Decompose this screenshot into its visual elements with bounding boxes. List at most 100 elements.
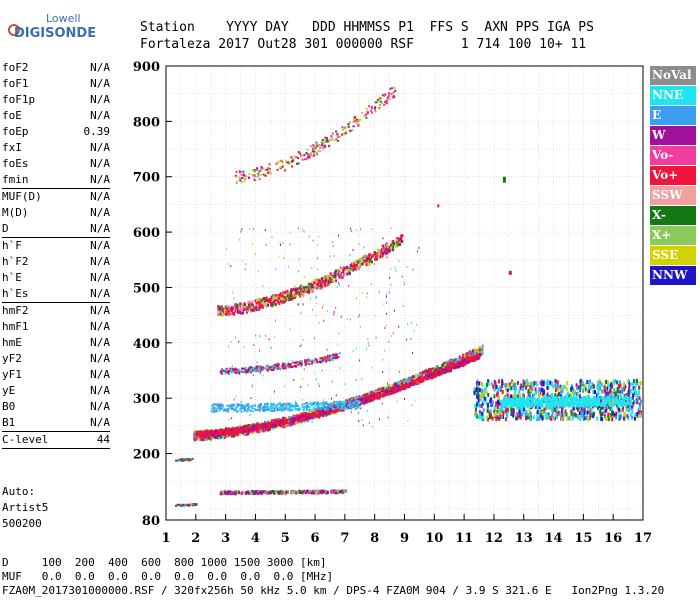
echo-point: [378, 255, 381, 259]
echo-point: [337, 272, 340, 276]
echo-point: [611, 413, 614, 418]
echo-point: [273, 490, 276, 494]
echo-point: [637, 396, 640, 401]
echo-point: [269, 300, 272, 304]
echo-point: [339, 135, 342, 138]
echo-point: [386, 312, 388, 315]
echo-point: [451, 358, 454, 362]
echo-point: [566, 416, 569, 421]
echo-point: [383, 303, 385, 306]
echo-point: [513, 389, 516, 394]
echo-point: [329, 138, 332, 141]
echo-point: [306, 284, 309, 288]
echo-point: [301, 343, 303, 346]
echo-point: [407, 322, 409, 325]
echo-point: [400, 237, 403, 241]
echo-point: [300, 385, 302, 388]
echo-point: [276, 168, 279, 171]
echo-point: [356, 407, 359, 410]
echo-point: [612, 411, 615, 416]
echo-point: [545, 406, 548, 411]
echo-point: [607, 404, 610, 409]
echo-point: [267, 425, 271, 429]
echo-point: [635, 382, 638, 387]
echo-point: [571, 416, 574, 421]
echo-point: [464, 354, 467, 358]
echo-point: [248, 301, 251, 305]
echo-point: [506, 414, 509, 419]
echo-point: [306, 406, 309, 409]
echo-point: [473, 412, 476, 417]
echo-point: [343, 405, 346, 408]
echo-point: [401, 234, 404, 238]
echo-point: [260, 166, 263, 169]
echo-point: [279, 402, 282, 405]
echo-point: [281, 297, 284, 301]
param-row: B0 N/A: [2, 400, 110, 413]
echo-point: [336, 132, 339, 135]
echo-point: [478, 404, 481, 409]
echo-point: [258, 301, 261, 305]
echo-point: [360, 260, 363, 264]
echo-point: [313, 337, 315, 340]
echo-point: [322, 303, 324, 306]
echo-point: [333, 254, 335, 257]
echo-point: [287, 365, 290, 368]
echo-point: [253, 343, 255, 346]
echo-point: [234, 408, 237, 411]
echo-point: [411, 351, 413, 354]
echo-point: [260, 428, 263, 432]
echo-point: [316, 489, 319, 493]
echo-point: [289, 404, 292, 407]
echo-point: [477, 350, 480, 354]
echo-point: [338, 269, 341, 273]
echo-point: [229, 490, 232, 494]
echo-point: [349, 406, 352, 409]
echo-point: [331, 407, 334, 410]
echo-point: [233, 297, 235, 300]
echo-point: [335, 404, 338, 407]
echo-point: [381, 387, 384, 391]
echo-point: [294, 288, 297, 292]
echo-point: [255, 409, 258, 412]
echo-point: [636, 400, 639, 405]
echo-point: [262, 367, 265, 370]
echo-point: [228, 405, 230, 408]
echo-point: [569, 392, 572, 397]
echo-point: [468, 350, 471, 354]
echo-point: [327, 357, 330, 360]
echo-point: [240, 371, 243, 374]
echo-point: [248, 307, 250, 310]
echo-point: [397, 243, 400, 247]
echo-point: [535, 390, 538, 395]
echo-point: [229, 370, 232, 373]
echo-point: [327, 359, 330, 362]
echo-point: [493, 409, 496, 414]
echo-point: [233, 404, 236, 407]
echo-point: [313, 491, 316, 495]
echo-point: [556, 414, 559, 419]
echo-point: [300, 289, 303, 293]
echo-point: [251, 169, 254, 172]
echo-point: [242, 311, 245, 315]
echo-point: [276, 367, 279, 370]
echo-point: [402, 305, 404, 308]
echo-point: [598, 379, 601, 384]
echo-point: [217, 311, 220, 315]
echo-point: [427, 369, 430, 373]
echo-point: [269, 298, 272, 302]
echo-point: [329, 402, 332, 405]
echo-point: [258, 303, 261, 307]
echo-point: [221, 305, 224, 309]
echo-point: [315, 296, 317, 299]
echo-point: [371, 390, 374, 394]
echo-point: [429, 370, 432, 374]
echo-point: [404, 384, 408, 388]
echo-point: [398, 325, 400, 328]
echo-point: [322, 406, 325, 409]
echo-point: [239, 238, 241, 241]
echo-point: [374, 390, 377, 394]
echo-point: [222, 409, 225, 412]
echo-point: [531, 403, 534, 408]
echo-point: [473, 387, 476, 392]
